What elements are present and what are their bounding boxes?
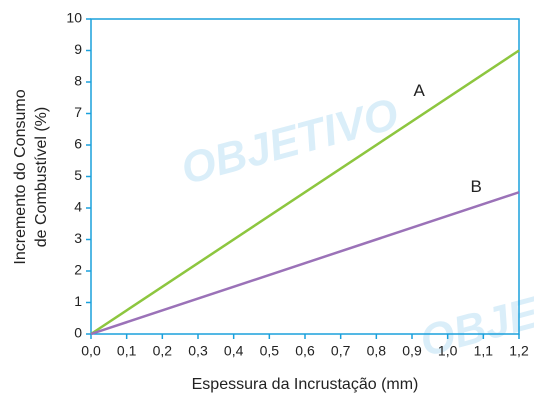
x-tick-label: 0,1 xyxy=(117,343,137,359)
x-tick-label: 1,2 xyxy=(509,343,529,359)
x-tick-label: 1,0 xyxy=(438,343,458,359)
x-tick-label: 0,8 xyxy=(367,343,387,359)
series-line xyxy=(90,49,520,336)
y-tick-label: 10 xyxy=(66,10,82,26)
y-tick-label: 0 xyxy=(74,325,82,341)
y-axis-label-line: de Combustível (%) xyxy=(33,107,50,248)
x-tick-label: 0,7 xyxy=(331,343,351,359)
x-tick-label: 0,0 xyxy=(81,343,101,359)
y-tick-label: 8 xyxy=(74,73,82,89)
x-tick-label: 0,4 xyxy=(224,343,244,359)
series-label: B xyxy=(471,177,482,196)
series-line xyxy=(90,191,520,336)
plot-frame xyxy=(90,18,520,335)
y-tick-label: 3 xyxy=(74,230,82,246)
y-tick-label: 6 xyxy=(74,136,82,152)
x-tick-label: 0,3 xyxy=(188,343,208,359)
x-tick-label: 0,5 xyxy=(260,343,280,359)
x-tick-label: 1,1 xyxy=(474,343,494,359)
y-tick-label: 9 xyxy=(74,41,82,57)
y-tick-label: 7 xyxy=(74,104,82,120)
y-tick-label: 4 xyxy=(74,199,82,215)
y-tick-label: 1 xyxy=(74,293,82,309)
y-tick-label: 5 xyxy=(74,167,82,183)
series-label: A xyxy=(413,81,425,100)
x-tick-label: 0,2 xyxy=(153,343,173,359)
y-axis-label-line: Incremento do Consumo xyxy=(12,89,29,264)
y-axis-label: Incremento do Consumo de Combustível (%) xyxy=(12,89,50,264)
y-tick-label: 2 xyxy=(74,262,82,278)
x-tick-label: 0,6 xyxy=(295,343,315,359)
x-tick-label: 0,9 xyxy=(402,343,422,359)
x-axis-label: Espessura da Incrustação (mm) xyxy=(192,376,419,393)
watermark: OBJETIVO xyxy=(176,89,404,194)
